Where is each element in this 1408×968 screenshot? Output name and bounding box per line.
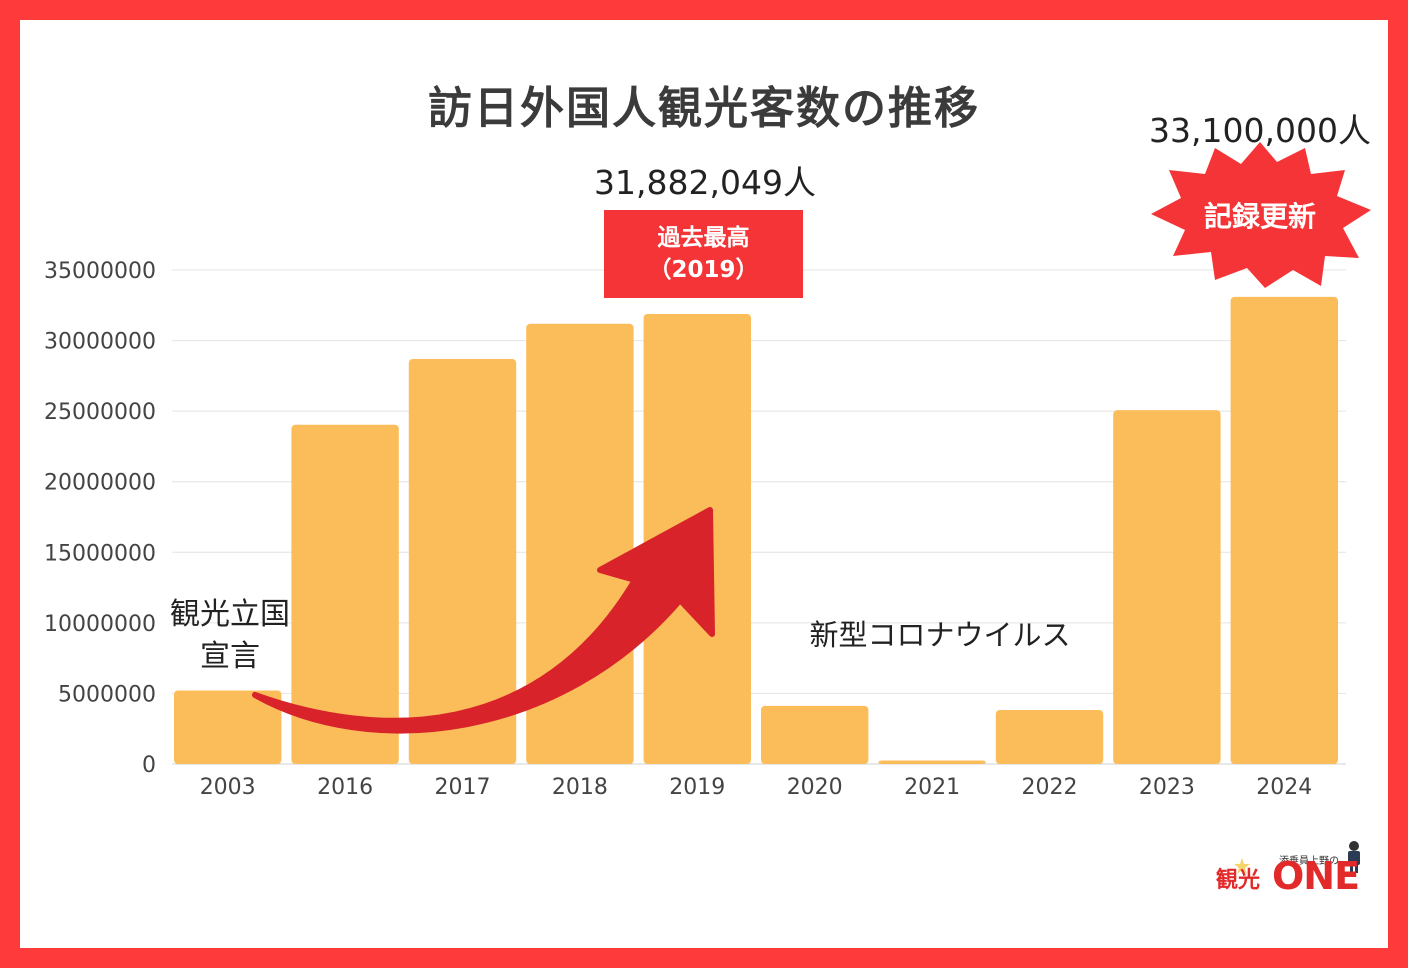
x-tick-label: 2022 [1022, 775, 1078, 800]
starburst-icon [1151, 142, 1371, 288]
bar-2020 [761, 705, 869, 764]
y-tick-label: 30000000 [44, 330, 156, 355]
x-tick-label: 2016 [317, 775, 373, 800]
y-tick-label: 35000000 [44, 259, 156, 284]
y-tick-label: 25000000 [44, 400, 156, 425]
logo-one: ONE [1272, 854, 1360, 898]
x-tick-label: 2023 [1139, 775, 1195, 800]
covid-annotation: 新型コロナウイルス [809, 618, 1071, 652]
x-tick-label: 2003 [200, 775, 256, 800]
declaration-line2: 宣言 [200, 639, 260, 674]
peak-value-label: 31,882,049人 [594, 163, 816, 202]
growth-arrow-icon [252, 507, 715, 734]
y-tick-label: 10000000 [44, 612, 156, 637]
bar-2021 [878, 760, 986, 764]
peak-badge-line1: 過去最高 [657, 225, 750, 251]
record-badge-label: 記録更新 [1203, 200, 1316, 233]
y-tick-label: 5000000 [58, 682, 156, 707]
bar-2022 [995, 709, 1104, 764]
declaration-annotation: 観光立国 宣言 [160, 594, 300, 678]
logo-subtitle: 添乗員上野の [1279, 856, 1339, 867]
bar-2017 [408, 359, 517, 764]
y-tick-label: 20000000 [44, 471, 156, 496]
bar-2016 [291, 424, 399, 764]
x-tick-label: 2020 [787, 775, 843, 800]
y-tick-label: 15000000 [44, 541, 156, 566]
bar-2023 [1113, 410, 1221, 764]
x-tick-label: 2018 [552, 775, 608, 800]
peak-badge: 過去最高 （2019） [604, 210, 803, 298]
x-tick-label: 2017 [435, 775, 491, 800]
x-tick-label: 2021 [904, 775, 960, 800]
bar-2003 [174, 690, 282, 764]
peak-badge-line2: （2019） [648, 257, 759, 283]
chart-title: 訪日外国人観光客数の推移 [428, 83, 980, 134]
x-tick-label: 2024 [1256, 775, 1312, 800]
bar-2024 [1230, 296, 1338, 764]
y-tick-label: 0 [142, 753, 156, 778]
declaration-line1: 観光立国 [170, 597, 290, 632]
logo-kanko: 観光 [1216, 868, 1261, 893]
mascot-icon [1234, 841, 1360, 874]
x-tick-label: 2019 [669, 775, 725, 800]
